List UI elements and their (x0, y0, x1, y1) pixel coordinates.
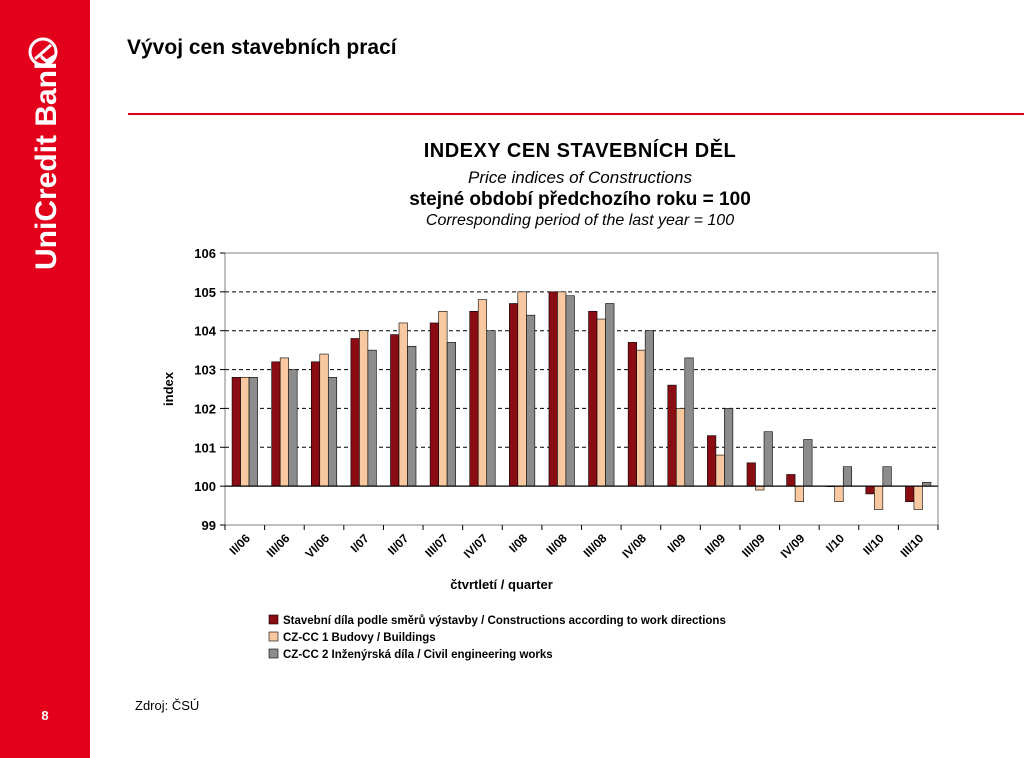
y-tick-label: 99 (202, 518, 216, 533)
x-tick-label: I/07 (348, 531, 372, 555)
y-tick-label: 102 (194, 401, 216, 416)
x-tick-label: IV/08 (619, 531, 649, 561)
bar-series2-II-06 (240, 377, 250, 487)
y-tick-label: 106 (194, 246, 216, 261)
bar-series3-IV-07 (486, 330, 496, 487)
legend-swatch-2 (268, 631, 279, 642)
chart-subtitle-en: Price indices of Constructions (468, 168, 692, 187)
x-tick-label: III/08 (581, 531, 610, 560)
bar-series3-II-06 (248, 377, 258, 487)
bar-series1-I-08 (509, 303, 519, 487)
legend-swatch-3 (268, 648, 279, 659)
legend-swatch-1 (268, 614, 279, 625)
bar-series2-I-09 (675, 408, 686, 487)
x-tick-label: II/09 (702, 531, 729, 558)
x-tick-label: I/08 (506, 531, 530, 555)
x-tick-label: II/06 (227, 531, 254, 558)
x-tick-label: III/06 (264, 531, 293, 560)
legend-label-2: CZ-CC 1 Budovy / Buildings (283, 632, 436, 644)
source-note: Zdroj: ČSÚ (135, 698, 200, 713)
bar-series3-II-07 (407, 345, 417, 487)
bar-series1-II-10 (865, 485, 875, 495)
bar-series1-I-07 (350, 338, 360, 487)
x-tick-label: III/10 (898, 531, 927, 560)
bar-series3-IV-06 (327, 377, 338, 487)
bar-series2-III-06 (279, 357, 289, 487)
bar-series2-I-07 (359, 330, 369, 487)
bar-series3-IV-08 (644, 330, 654, 487)
bar-series1-IV-08 (627, 342, 637, 487)
bar-series3-IV-09 (803, 439, 813, 487)
bar-series1-IV-07 (469, 310, 479, 487)
brand-mark-icon (28, 37, 58, 67)
title-divider (128, 113, 1024, 115)
bar-series1-II-09 (707, 435, 717, 487)
x-tick-label: IV/09 (778, 531, 808, 561)
bar-series1-II-06 (231, 377, 241, 487)
bar-series2-II-07 (398, 322, 408, 487)
bar-series3-II-10 (882, 466, 892, 487)
plot-area (224, 252, 939, 526)
y-tick-label: 103 (194, 363, 216, 378)
x-tick-label: III/09 (739, 531, 768, 560)
bar-series2-IV-09 (794, 485, 804, 502)
bar-series3-III-09 (763, 431, 773, 487)
x-tick-label: III/07 (422, 531, 451, 560)
bar-series2-IV-08 (636, 349, 646, 487)
x-axis-label: čtvrtletí / quarter (450, 577, 553, 592)
x-tick-label: II/10 (860, 531, 887, 558)
y-tick-label: 104 (194, 324, 216, 339)
bar-series2-I-10 (834, 485, 844, 502)
bar-series1-II-07 (390, 334, 400, 487)
bar-series2-II-10 (874, 485, 884, 510)
bar-series3-I-09 (684, 357, 694, 487)
x-tick-label: II/07 (385, 531, 412, 558)
x-tick-label: VI/06 (302, 531, 332, 561)
chart-title: INDEXY CEN STAVEBNÍCH DĚL (423, 140, 737, 162)
y-tick-label: 100 (194, 479, 216, 494)
bar-series2-III-10 (913, 485, 923, 510)
y-tick-label: 105 (194, 285, 216, 300)
bar-series1-IV-09 (786, 474, 796, 487)
bar-series1-III-10 (905, 485, 915, 502)
y-tick-label: 101 (194, 440, 216, 455)
bar-series3-III-07 (446, 342, 456, 487)
brand-text: UniCredit Bank (30, 53, 63, 270)
bar-series2-IV-07 (477, 299, 488, 487)
legend-label-3: CZ-CC 2 Inženýrská díla / Civil engineer… (283, 649, 553, 661)
chart-subtitle2-en: Corresponding period of the last year = … (425, 212, 735, 229)
x-tick-label: II/08 (543, 531, 570, 558)
bar-series2-IV-06 (319, 353, 329, 487)
bar-series1-III-06 (271, 361, 281, 487)
bar-series1-III-08 (588, 310, 598, 487)
x-tick-label: I/09 (665, 531, 689, 555)
chart-subtitle: stejné období předchozího roku = 100 (409, 189, 751, 210)
bar-series1-III-09 (746, 462, 756, 487)
bar-series3-III-06 (288, 369, 298, 487)
x-tick-label: I/10 (823, 531, 847, 555)
x-tick-label: IV/07 (461, 531, 491, 561)
bar-series3-I-10 (842, 466, 853, 487)
bar-series2-II-09 (715, 454, 725, 487)
bar-series2-II-08 (557, 291, 567, 487)
legend-label-1: Stavební díla podle směrů výstavby / Con… (283, 615, 726, 627)
bar-series1-II-08 (548, 291, 558, 487)
sidebar: UniCredit Bank 8 (0, 0, 90, 758)
bar-series1-III-07 (429, 322, 439, 487)
y-axis-label: index (161, 371, 176, 406)
bar-series2-III-07 (438, 310, 448, 487)
bar-series3-I-07 (367, 349, 377, 487)
page-title: Vývoj cen stavebních prací (127, 36, 397, 59)
bar-series1-I-09 (667, 384, 677, 487)
price-index-chart: 99 100 101 102 103 104 105 106 II/06 III/06 VI/06 I… (161, 246, 939, 661)
bar-series3-II-09 (724, 408, 734, 487)
bar-series3-III-08 (605, 303, 615, 487)
bar-series1-IV-06 (310, 361, 321, 487)
bar-series2-I-08 (517, 291, 527, 487)
bar-series2-III-08 (596, 318, 606, 487)
page-number: 8 (41, 708, 49, 723)
unicredit-logo: UniCredit Bank (28, 37, 63, 270)
bar-series3-I-08 (526, 314, 536, 487)
bar-series3-II-08 (565, 295, 575, 487)
